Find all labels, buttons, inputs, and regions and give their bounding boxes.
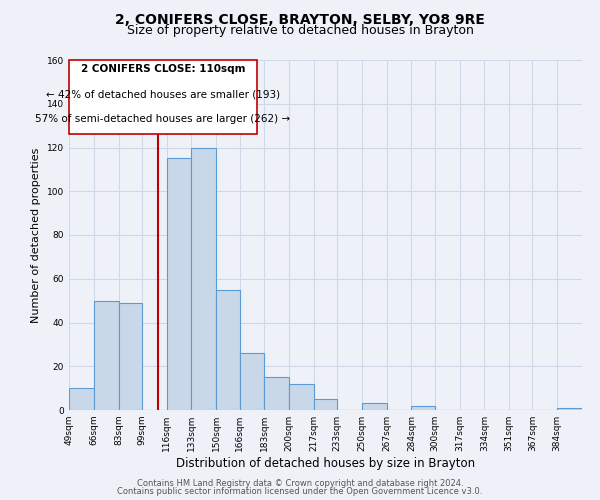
- Text: ← 42% of detached houses are smaller (193): ← 42% of detached houses are smaller (19…: [46, 90, 280, 100]
- Text: 2, CONIFERS CLOSE, BRAYTON, SELBY, YO8 9RE: 2, CONIFERS CLOSE, BRAYTON, SELBY, YO8 9…: [115, 12, 485, 26]
- Text: Contains HM Land Registry data © Crown copyright and database right 2024.: Contains HM Land Registry data © Crown c…: [137, 478, 463, 488]
- Bar: [289, 384, 314, 410]
- Bar: [412, 406, 435, 410]
- Text: Contains public sector information licensed under the Open Government Licence v3: Contains public sector information licen…: [118, 487, 482, 496]
- Bar: [557, 408, 582, 410]
- Bar: [191, 148, 216, 410]
- Bar: [264, 377, 289, 410]
- Text: 57% of semi-detached houses are larger (262) →: 57% of semi-detached houses are larger (…: [35, 114, 290, 124]
- Bar: [362, 404, 387, 410]
- Bar: [94, 300, 119, 410]
- Bar: [69, 388, 94, 410]
- Bar: [314, 399, 337, 410]
- Text: 2 CONIFERS CLOSE: 110sqm: 2 CONIFERS CLOSE: 110sqm: [81, 64, 245, 74]
- Bar: [216, 290, 239, 410]
- Bar: [239, 353, 264, 410]
- Bar: [119, 303, 142, 410]
- FancyBboxPatch shape: [69, 60, 257, 134]
- X-axis label: Distribution of detached houses by size in Brayton: Distribution of detached houses by size …: [176, 457, 475, 470]
- Bar: [167, 158, 191, 410]
- Text: Size of property relative to detached houses in Brayton: Size of property relative to detached ho…: [127, 24, 473, 37]
- Y-axis label: Number of detached properties: Number of detached properties: [31, 148, 41, 322]
